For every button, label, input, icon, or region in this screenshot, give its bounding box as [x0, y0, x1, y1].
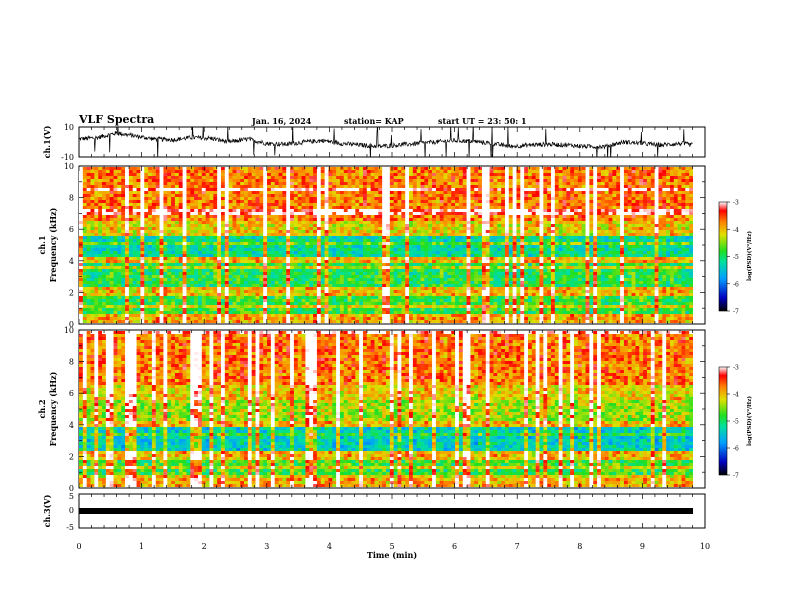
colorbar-tick-label: -4 — [733, 227, 739, 234]
ch1-waveform-series — [79, 127, 693, 157]
ch1-spectrogram-image — [79, 167, 693, 323]
ch3-waveform-ylabel: ch.3(V) — [42, 494, 52, 527]
colorbar-tick-label: -4 — [733, 392, 739, 399]
ch1-spectrogram-panel: 0 2 4 6 8 10 ch.1 Frequency (kHz) — [37, 162, 706, 329]
time-tick-label: 9 — [640, 542, 645, 551]
colorbar-tick-label: -5 — [733, 419, 739, 426]
time-tick-label: 5 — [389, 542, 394, 551]
freq-tick-label: 0 — [69, 484, 74, 493]
ch3-waveform-series — [79, 508, 693, 514]
time-tick-label: 1 — [139, 542, 144, 551]
time-axis: 0 1 2 3 4 5 6 7 8 9 10 — [76, 542, 710, 551]
freq-tick-label: 2 — [69, 452, 74, 461]
ch3-ytick-0: 0 — [69, 506, 74, 515]
time-tick-label: 3 — [264, 542, 269, 551]
colorbar-tick-label: -3 — [733, 200, 739, 207]
ch2-spectrogram-ylabel-line1: ch.2 — [37, 399, 47, 418]
freq-tick-label: 6 — [69, 389, 74, 398]
start-time-label: start UT = 23: 50: 1 — [438, 116, 527, 126]
ch2-colorbar-label: log(PSD)(V²/Hz) — [746, 396, 753, 446]
ch1-ytick-bottom: -10 — [61, 153, 74, 162]
ch2-colorbar-gradient — [718, 366, 728, 476]
ch1-colorbar-label: log(PSD)(V²/Hz) — [746, 231, 753, 281]
freq-tick-label: 10 — [64, 326, 74, 335]
colorbar-tick-label: -5 — [733, 254, 739, 261]
ch1-waveform-panel: 10 -10 ch.1(V) — [42, 123, 706, 162]
ch2-spectrogram-panel: 0 2 4 6 8 10 ch.2 Frequency (kHz) — [37, 326, 706, 493]
ch1-ytick-top: 10 — [64, 123, 74, 132]
colorbar-tick-label: -7 — [733, 473, 739, 480]
colorbar-tick-label: -6 — [733, 446, 739, 453]
freq-tick-label: 8 — [69, 358, 74, 367]
ch2-spectrogram-image — [79, 331, 693, 487]
ch1-spectrogram-ylabel-line2: Frequency (kHz) — [48, 207, 58, 282]
time-tick-label: 8 — [577, 542, 582, 551]
time-tick-label: 7 — [515, 542, 520, 551]
colorbar-tick-label: -6 — [733, 281, 739, 288]
ch1-colorbar-gradient — [718, 201, 728, 312]
date-label: Jan. 16, 2024 — [252, 116, 312, 126]
time-tick-label: 4 — [327, 542, 332, 551]
ch1-spectrogram-ylabel-line1: ch.1 — [37, 235, 47, 254]
freq-tick-label: 8 — [69, 194, 74, 203]
time-tick-label: 2 — [202, 542, 207, 551]
ch1-waveform-ylabel: ch.1(V) — [42, 125, 52, 158]
ch3-ytick-5: 5 — [69, 492, 74, 501]
station-label: station= KAP — [344, 116, 404, 126]
freq-tick-label: 6 — [69, 225, 74, 234]
chart-title: VLF Spectra — [79, 113, 155, 126]
freq-tick-label: 4 — [69, 257, 74, 266]
time-axis-label: Time (min) — [367, 550, 417, 560]
colorbar-tick-label: -7 — [733, 309, 739, 316]
colorbar-tick-label: -3 — [733, 365, 739, 372]
freq-tick-label: 10 — [64, 162, 74, 171]
freq-tick-label: 0 — [69, 320, 74, 329]
time-tick-label: 6 — [452, 542, 457, 551]
freq-tick-label: 2 — [69, 288, 74, 297]
ch2-colorbar: -3 -4 -5 -6 -7 log(PSD)(V²/Hz) — [718, 365, 753, 480]
freq-tick-label: 4 — [69, 421, 74, 430]
ch1-colorbar: -3 -4 -5 -6 -7 log(PSD)(V²/Hz) — [718, 200, 753, 316]
time-tick-label: 10 — [700, 542, 710, 551]
time-tick-label: 0 — [76, 542, 81, 551]
ch3-waveform-panel: 5 0 -5 ch.3(V) — [42, 492, 706, 532]
ch3-ytick-neg5: -5 — [66, 523, 74, 532]
ch2-spectrogram-ylabel-line2: Frequency (kHz) — [48, 371, 58, 446]
